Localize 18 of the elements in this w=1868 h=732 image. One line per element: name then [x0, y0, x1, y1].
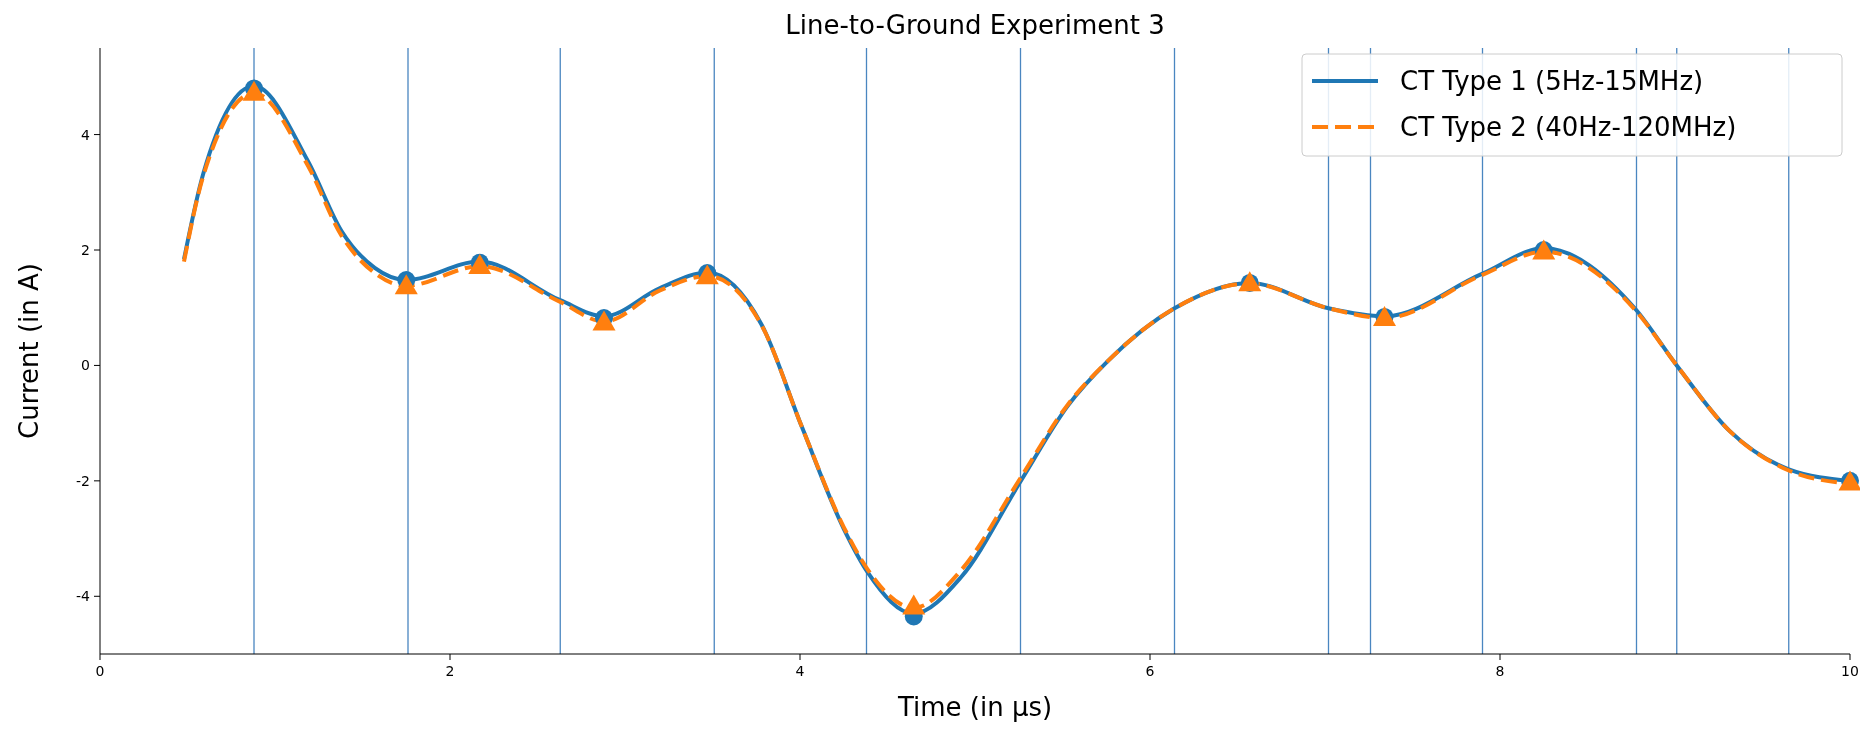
point [394, 274, 418, 295]
x-tick-label: 10 [1841, 663, 1859, 679]
x-tick-label: 4 [795, 663, 805, 679]
y-tick-label: -4 [76, 588, 91, 605]
y-tick-label: 0 [81, 357, 90, 374]
y-tick-label: -2 [76, 472, 90, 489]
y-tick-label: 4 [81, 126, 91, 143]
x-tick-label: 0 [95, 663, 105, 679]
chart-title: Line-to-Ground Experiment 3 [785, 10, 1165, 40]
legend-label: CT Type 1 (5Hz-15MHz) [1400, 66, 1704, 96]
point [902, 594, 926, 615]
y-axis-title: Current (in A) [14, 263, 44, 439]
x-axis-title: Time (in μs) [896, 692, 1053, 722]
x-tick-label: 6 [1145, 663, 1155, 679]
y-tick-label: 2 [81, 242, 90, 258]
x-tick-label: 2 [445, 663, 455, 679]
legend-label: CT Type 2 (40Hz-120MHz) [1400, 112, 1737, 142]
x-tick-label: 8 [1495, 663, 1505, 679]
